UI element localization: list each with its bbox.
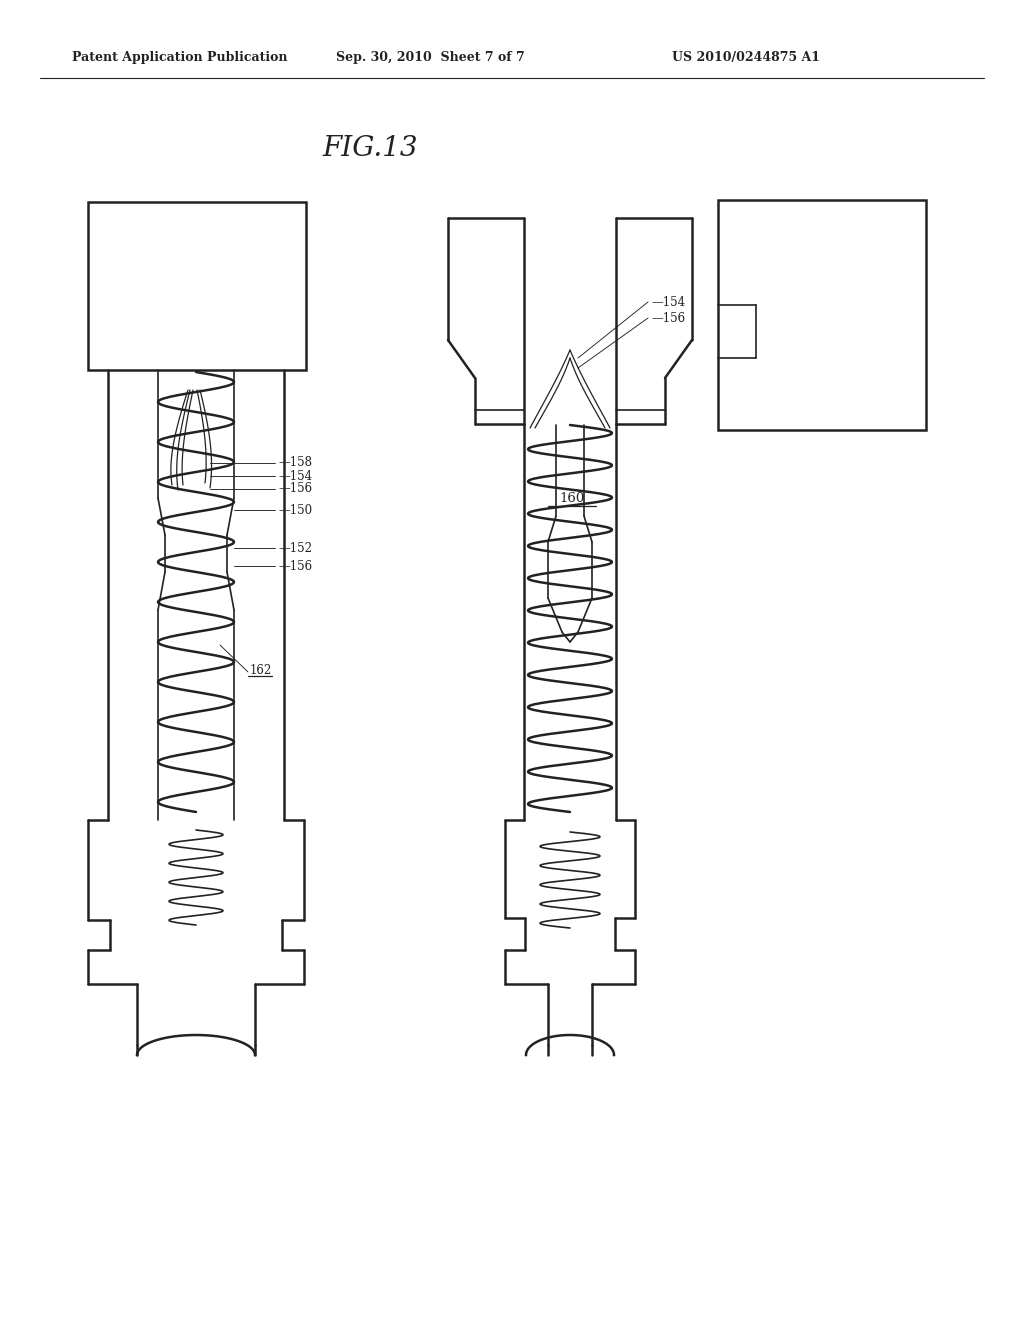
Text: —154: —154 bbox=[651, 296, 685, 309]
Text: —152: —152 bbox=[278, 541, 312, 554]
Text: —158: —158 bbox=[278, 457, 312, 470]
Bar bbox=[718, 201, 926, 430]
Text: Sep. 30, 2010  Sheet 7 of 7: Sep. 30, 2010 Sheet 7 of 7 bbox=[336, 51, 524, 65]
Text: 160: 160 bbox=[559, 491, 585, 504]
Text: US 2010/0244875 A1: US 2010/0244875 A1 bbox=[672, 51, 820, 65]
Bar bbox=[88, 202, 306, 370]
Text: Patent Application Publication: Patent Application Publication bbox=[72, 51, 288, 65]
Text: —150: —150 bbox=[278, 503, 312, 516]
Text: 162: 162 bbox=[250, 664, 272, 676]
Text: —156: —156 bbox=[651, 312, 685, 325]
Text: —156: —156 bbox=[278, 483, 312, 495]
Text: —156: —156 bbox=[278, 560, 312, 573]
Text: —154: —154 bbox=[278, 470, 312, 483]
Text: FIG.13: FIG.13 bbox=[323, 135, 418, 161]
